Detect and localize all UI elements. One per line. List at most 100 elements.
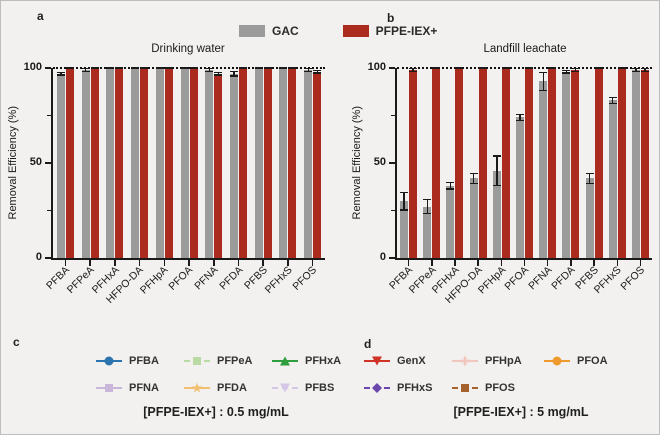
bar-gac [279, 67, 288, 258]
y-tick [389, 162, 395, 164]
bar-group [559, 68, 582, 266]
legend-label: PFDA [217, 382, 247, 394]
bar-gac [304, 68, 313, 258]
legend-label: GAC [272, 24, 299, 38]
y-tick-label: 50 [29, 156, 42, 168]
error-bar-part [492, 184, 501, 186]
error-bar-part [565, 69, 568, 74]
legend-marker-icon [461, 384, 469, 392]
chart-title: Landfill leachate [483, 43, 567, 55]
y-tick [45, 257, 51, 259]
error-bar [548, 67, 557, 69]
error-bar [180, 67, 189, 69]
x-label-cell: PFOS [290, 258, 323, 314]
bar-gac [180, 67, 189, 258]
x-axis-labels: PFBA PFPeA PFHxA HFPO-DA PFHpA PFOA PFNA PFDA PF… [44, 258, 323, 314]
bar-group [226, 67, 251, 266]
error-bar [516, 113, 525, 122]
error-bar-part [516, 119, 525, 122]
x-tick [163, 260, 166, 266]
error-bar [409, 68, 418, 72]
legend-item: PFHpA [452, 353, 544, 369]
legend-label: PFPeA [217, 355, 253, 367]
error-bar [631, 68, 640, 72]
bar-gac [205, 68, 214, 258]
error-bar-part [155, 67, 164, 69]
square-marker-icon [452, 382, 478, 394]
error-bar [585, 172, 594, 184]
error-bar-part [585, 182, 594, 184]
error-bar [288, 67, 297, 69]
circle-marker-icon [96, 355, 122, 367]
error-bar [492, 155, 501, 186]
legend-item: PFHxA [272, 353, 382, 369]
error-bar [81, 68, 90, 72]
y-tick [389, 257, 395, 259]
error-bar-part [254, 67, 263, 69]
bar-pfpe-iex- [189, 67, 198, 258]
bar-pfpe-iex- [288, 67, 297, 258]
legend-marker-icon [104, 356, 114, 366]
error-bar [155, 67, 164, 69]
reference-line-100 [53, 67, 325, 69]
legend-swatch-icon [239, 25, 265, 37]
legend-label: PFHxA [305, 355, 342, 367]
y-axis: 0 50 100 [365, 62, 395, 263]
x-label-cell: PFOS [618, 258, 650, 314]
error-bar [106, 67, 115, 69]
error-bar [640, 68, 649, 72]
bar-pfpe-iex- [501, 67, 510, 258]
bar-group [490, 67, 513, 266]
error-bar-part [400, 209, 409, 211]
error-bar [423, 199, 432, 215]
legend-label: GenX [397, 355, 426, 367]
bar-group [397, 68, 420, 266]
legend-marker-icon [280, 383, 290, 393]
bar-pfpe-iex- [409, 68, 418, 258]
bar-group [420, 67, 443, 266]
error-bar [617, 67, 626, 69]
bar-pfpe-iex- [239, 67, 247, 258]
error-bar [562, 69, 571, 74]
x-tick [262, 260, 264, 266]
bar-group [177, 67, 202, 266]
error-bar-part [446, 188, 455, 190]
error-bar-part [594, 67, 603, 69]
error-bar-part [208, 68, 210, 72]
error-bar-part [455, 67, 464, 69]
x-tick [213, 260, 215, 266]
bar-group [152, 67, 177, 266]
bar-group [276, 67, 301, 266]
error-bar-part [426, 199, 428, 215]
bar-gac [516, 113, 525, 258]
plot-area [51, 67, 325, 266]
error-bar [594, 67, 603, 69]
error-bar-part [412, 68, 414, 72]
bar-pfpe-iex- [164, 67, 173, 258]
bar-pfpe-iex- [548, 67, 557, 258]
legend-item: PFPeA [184, 353, 272, 369]
bar-pfpe-iex- [214, 71, 223, 258]
x-tick [546, 260, 549, 266]
error-bar-part [574, 68, 577, 72]
error-bar-part [525, 67, 534, 69]
error-bar-part [84, 68, 87, 72]
y-axis-title: Removal Efficiency (%) [7, 106, 19, 220]
y-tick-label: 0 [35, 251, 42, 263]
chart-title: Drinking water [151, 43, 225, 55]
error-bar-part [542, 71, 544, 91]
panel-a-label: a [37, 9, 44, 23]
legend-item: PFBA [96, 353, 184, 369]
dose-caption-d: [PFPE-IEX+] : 5 mg/mL [453, 405, 589, 419]
error-bar-part [81, 70, 90, 72]
error-bar-part [239, 67, 247, 69]
bar-pfpe-iex- [455, 67, 464, 258]
y-tick-label: 50 [373, 156, 386, 168]
bar-series-legend: GAC PFPE-IEX+ [239, 24, 437, 38]
y-minor-tick [47, 209, 51, 212]
error-bar [313, 69, 322, 74]
bar-gac [106, 67, 115, 258]
bar-pfpe-iex- [617, 67, 626, 258]
y-tick-label: 100 [23, 61, 42, 73]
triangle-down-marker-icon [272, 382, 298, 394]
